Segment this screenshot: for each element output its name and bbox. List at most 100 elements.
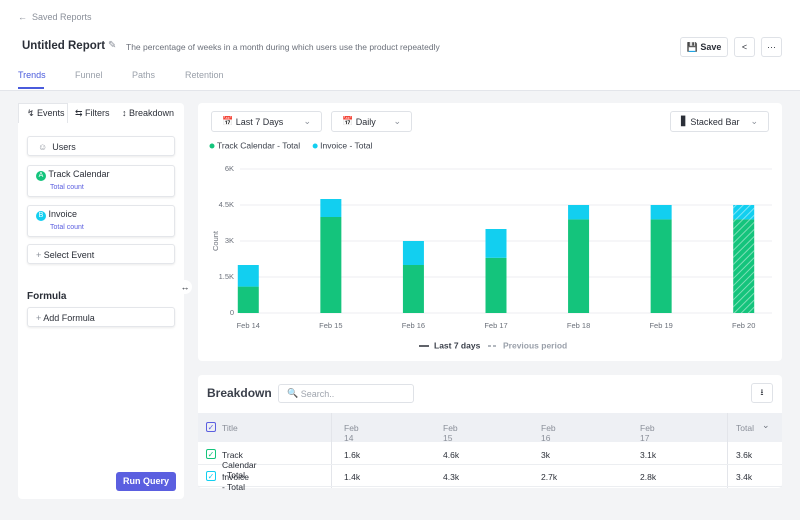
y-tick-label: 0 (230, 308, 234, 317)
bar-segment (568, 205, 590, 220)
tab[interactable]: Retention (185, 70, 224, 80)
column-header[interactable]: Feb 17 (640, 423, 655, 443)
bar-hatch (733, 205, 755, 220)
y-tick-label: 3K (225, 236, 234, 245)
event-badge: B (36, 211, 46, 221)
sidebar-tab-label: Breakdown (129, 108, 175, 118)
table-cell: Invoice - Total (222, 472, 249, 492)
formula-title: Formula (27, 291, 67, 302)
tab-underline (18, 87, 44, 89)
header-checkbox[interactable]: ✓ (206, 422, 216, 432)
user-filter[interactable]: ☺ Users (27, 136, 175, 156)
event-item[interactable]: A Track Calendar Total count (27, 165, 175, 197)
select-event[interactable]: + Select Event (27, 244, 175, 264)
table-header-row (198, 413, 782, 442)
table-cell: 3k (541, 450, 550, 460)
chart-type-select[interactable]: ▋ Stacked Bar ⌄ (670, 111, 769, 132)
legend-label: Invoice - Total (320, 140, 372, 150)
breakdown-title: Breakdown (207, 386, 272, 400)
report-title: Untitled Report (22, 40, 106, 52)
tab[interactable]: Paths (132, 70, 156, 80)
chart: 0 1.5K 3K 4.5K 6K Count Track Calendar - Total… (209, 140, 772, 350)
row-divider (198, 464, 782, 465)
bar-segment (402, 241, 424, 265)
user-filter-label: Users (52, 142, 76, 152)
event-metric[interactable]: Total count (50, 184, 84, 191)
bar-segment (237, 286, 259, 313)
column-header[interactable]: Title (222, 423, 238, 433)
run-query-button[interactable]: Run Query (116, 472, 176, 491)
select-event-label: Select Event (43, 250, 95, 260)
resize-handle[interactable]: ↔ (178, 280, 192, 294)
bar-segment (650, 205, 672, 220)
search-placeholder: Search.. (300, 388, 335, 399)
tab[interactable]: Trends (18, 70, 46, 80)
table-cell: 3.1k (640, 450, 657, 460)
column-divider (331, 413, 332, 488)
x-tick-label: Feb 18 (567, 321, 590, 330)
sidebar-tab[interactable]: ↕ Breakdown (122, 108, 175, 118)
row-checkbox[interactable]: ✓ (206, 449, 216, 459)
tab[interactable]: Funnel (75, 70, 103, 80)
download-button[interactable]: ⭳ (751, 383, 773, 403)
table-cell: 1.6k (344, 450, 361, 460)
legend-label: Previous period (503, 340, 567, 350)
back-text: Saved Reports (32, 12, 92, 22)
interval-select[interactable]: 📅 Daily ⌄ (331, 111, 412, 132)
x-tick-label: Feb 17 (484, 321, 507, 330)
column-header[interactable]: Feb 16 (541, 423, 556, 443)
add-formula[interactable]: + Add Formula (27, 307, 175, 327)
edit-icon[interactable]: ✎ (108, 40, 117, 51)
x-tick-label: Feb 14 (237, 321, 260, 330)
x-tick-label: Feb 15 (319, 321, 342, 330)
legend-marker (312, 143, 318, 149)
share-button[interactable]: < (734, 37, 755, 57)
bar-segment (320, 217, 342, 313)
bar-segment (402, 265, 424, 313)
sidebar-tab-active (18, 103, 68, 123)
event-metric[interactable]: Total count (50, 224, 84, 231)
x-tick-label: Feb 19 (649, 321, 672, 330)
sidebar-tab-label: Filters (85, 108, 110, 118)
bar-segment (320, 199, 342, 217)
bar-segment (485, 229, 507, 258)
legend-marker (209, 143, 215, 149)
column-header[interactable]: Feb 14 (344, 423, 359, 443)
event-item[interactable]: B Invoice Total count (27, 205, 175, 237)
event-badge: A (36, 171, 46, 181)
range-select[interactable]: 📅 Last 7 Days ⌄ (211, 111, 322, 132)
y-tick-label: 6K (225, 164, 234, 173)
sidebar-tab[interactable]: ⇆ Filters (75, 108, 110, 118)
bar-hatch (733, 219, 755, 313)
table-cell: 2.7k (541, 472, 558, 482)
row-divider (198, 486, 782, 487)
x-tick-label: Feb 16 (402, 321, 425, 330)
column-divider (727, 413, 728, 488)
table-cell: Track Calendar - Total (222, 450, 257, 480)
top-bar (0, 0, 800, 91)
sidebar-tab[interactable]: ↯ Events (27, 108, 65, 118)
save-button[interactable]: 💾 Save (680, 37, 728, 57)
event-name: Invoice (48, 209, 78, 219)
sidebar-tab-label: Events (37, 108, 65, 118)
table-cell: 3.6k (736, 450, 753, 460)
event-name: Track Calendar (48, 169, 110, 179)
x-tick-label: Feb 20 (732, 321, 755, 330)
column-header[interactable]: Feb 15 (443, 423, 458, 443)
table-cell: 1.4k (344, 472, 361, 482)
row-checkbox[interactable]: ✓ (206, 471, 216, 481)
sort-icon[interactable]: ⌄ (762, 420, 770, 430)
bar-segment (650, 219, 672, 313)
legend-label: Track Calendar - Total (217, 140, 300, 150)
bar-segment (568, 219, 590, 313)
table-cell: 2.8k (640, 472, 657, 482)
legend-label: Last 7 days (434, 340, 481, 350)
more-button[interactable]: ··· (761, 37, 782, 57)
column-header[interactable]: Total (736, 423, 754, 433)
search-box[interactable]: 🔍 Search.. (278, 384, 414, 403)
bar-segment (237, 265, 259, 287)
table-cell: 4.3k (443, 472, 460, 482)
back-link[interactable]: ← Saved Reports (18, 12, 92, 22)
interval-label: Daily (355, 116, 376, 127)
